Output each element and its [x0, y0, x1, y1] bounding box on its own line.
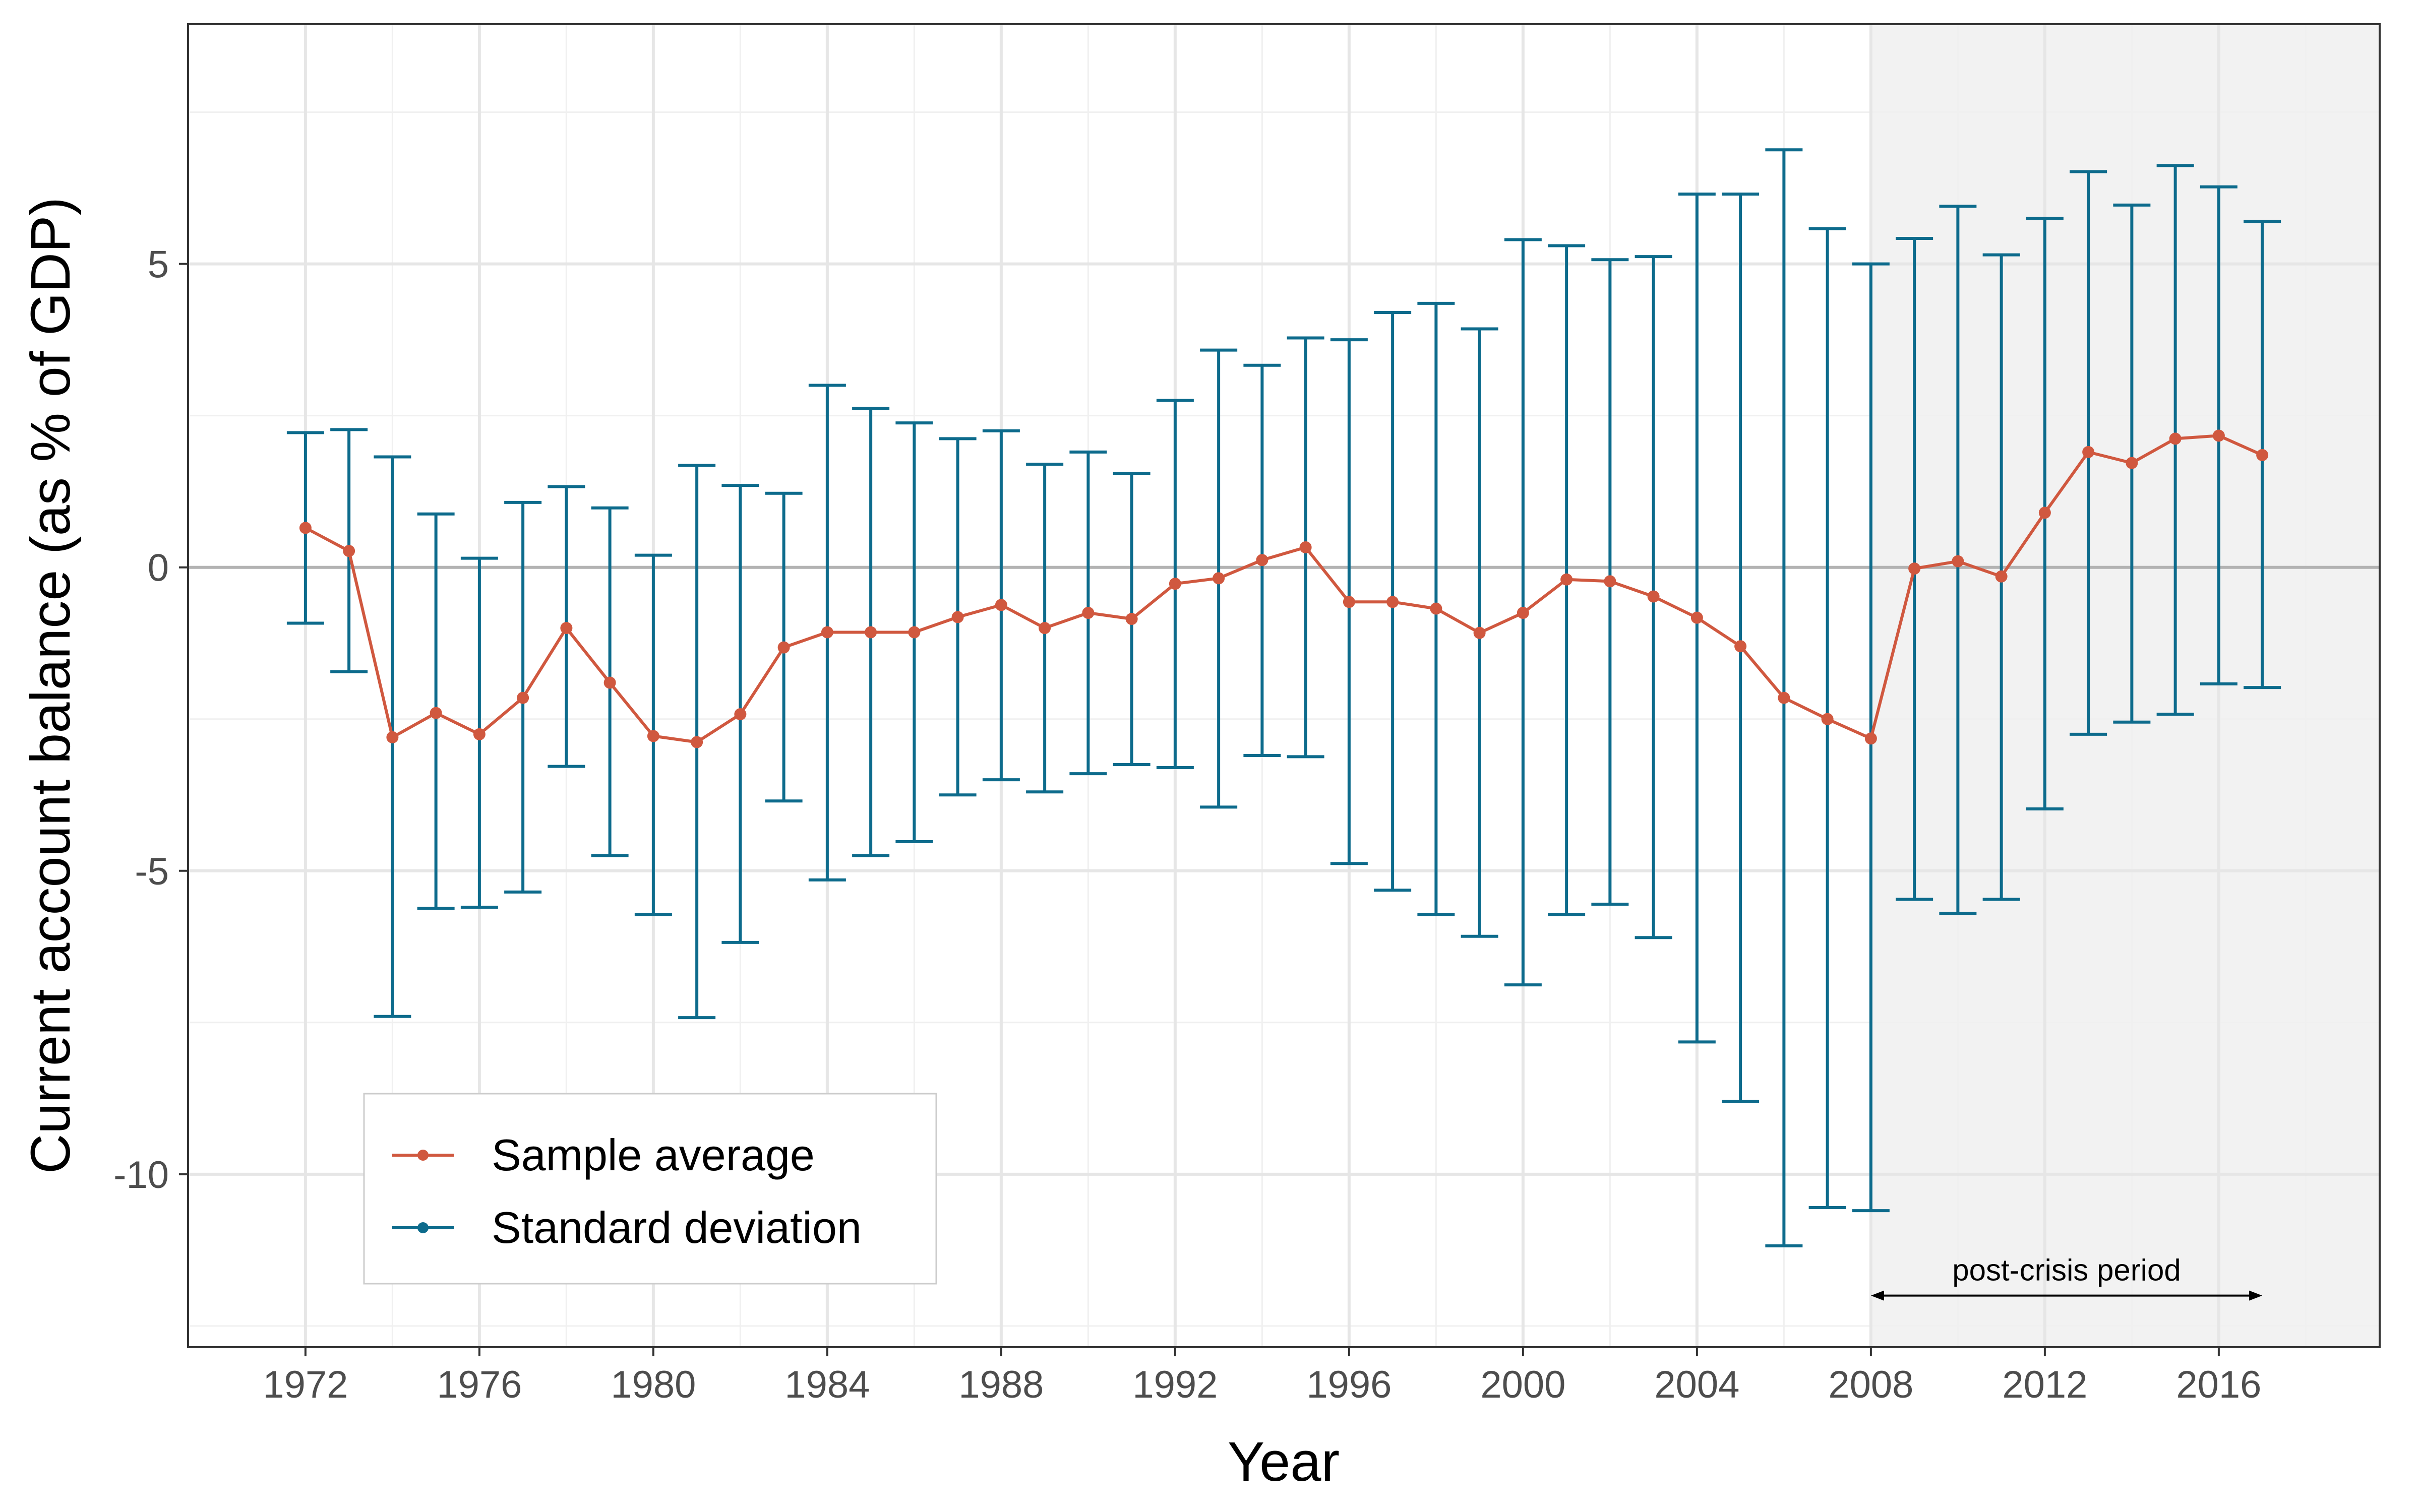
sample-average-point: [777, 641, 790, 654]
sample-average-point: [1125, 613, 1138, 625]
post-crisis-arrow-head-right: [2249, 1290, 2263, 1301]
x-tick-label: 1992: [1132, 1363, 1218, 1406]
legend: Sample average Standard deviation: [363, 1093, 937, 1285]
x-tick-label: 1980: [611, 1363, 696, 1406]
sample-average-point: [2038, 507, 2051, 519]
legend-box: [363, 1093, 937, 1285]
sample-average-point: [1082, 607, 1095, 619]
sample-average-point: [2126, 457, 2138, 469]
post-crisis-arrow-head-left: [1870, 1290, 1884, 1301]
sample-average-point: [1734, 640, 1747, 653]
sample-average-point: [603, 676, 616, 689]
legend-label-sample-average: Sample average: [492, 1130, 815, 1180]
x-tick-label: 2000: [1480, 1363, 1565, 1406]
sample-average-point: [1039, 622, 1051, 635]
sample-average-point: [951, 611, 964, 623]
x-tick-label: 2012: [2002, 1363, 2087, 1406]
x-tick-label: 1972: [263, 1363, 348, 1406]
sample-average-point: [1560, 573, 1573, 586]
x-tick-label: 2016: [2176, 1363, 2261, 1406]
y-axis: -10 -5 0 5: [113, 243, 188, 1196]
x-axis: 1972 1976 1980 1984 1988 1992 1996 2000 2004 2008…: [263, 1347, 2261, 1406]
y-tick-label: -10: [113, 1154, 169, 1196]
legend-label-standard-deviation: Standard deviation: [492, 1203, 862, 1252]
sample-average-point: [908, 626, 921, 639]
sample-average-point: [386, 731, 399, 743]
sample-average-point: [1778, 691, 1790, 704]
x-axis-title: Year: [1228, 1431, 1340, 1493]
sample-average-point: [1908, 562, 1921, 575]
legend-key-point-sample-average: [417, 1150, 429, 1161]
sample-average-polyline: [305, 434, 2263, 744]
sample-average-point: [821, 626, 833, 639]
panel-border: [187, 23, 2381, 1348]
sample-average-point: [473, 728, 486, 740]
post-crisis-shade: [1870, 24, 2380, 1347]
x-tick-label: 1984: [784, 1363, 870, 1406]
legend-item-standard-deviation: Standard deviation: [392, 1203, 862, 1252]
y-tick-label: 5: [148, 243, 169, 286]
sample-average-point: [1213, 572, 1225, 585]
sample-average-point: [2082, 446, 2095, 458]
sample-average-point: [430, 707, 442, 719]
sample-average-point: [299, 522, 312, 534]
sample-average-point: [1604, 575, 1616, 588]
sample-average-point: [1430, 602, 1442, 615]
sample-average-point: [560, 622, 573, 635]
sample-average-point: [2169, 432, 2182, 445]
post-crisis-label: post-crisis period: [1952, 1253, 2181, 1287]
sample-average-point: [2212, 429, 2225, 442]
sample-average-point: [647, 730, 659, 742]
sample-average-point: [1343, 596, 1355, 608]
sample-average-point: [2256, 449, 2269, 461]
sample-average-point: [1386, 596, 1399, 608]
sample-average-point: [734, 708, 747, 721]
x-tick-label: 1988: [958, 1363, 1044, 1406]
sample-average-point: [517, 691, 529, 704]
sample-average-point: [1864, 732, 1877, 745]
sample-average-point: [865, 626, 877, 639]
x-tick-label: 2008: [1828, 1363, 1913, 1406]
legend-item-sample-average: Sample average: [392, 1130, 815, 1180]
y-tick-label: 0: [148, 547, 169, 590]
sample-average-point: [1647, 590, 1660, 603]
x-tick-label: 1976: [437, 1363, 522, 1406]
sample-average-point: [1690, 611, 1703, 624]
post-crisis-annotation: post-crisis period: [1870, 1253, 2263, 1301]
sample-average-point: [995, 599, 1007, 611]
sample-average-points: [299, 429, 2269, 748]
x-tick-label: 2004: [1654, 1363, 1739, 1406]
sample-average-point: [691, 736, 703, 748]
sample-average-line: [305, 434, 2263, 744]
sample-average-point: [1995, 570, 2008, 583]
sample-average-point: [1299, 541, 1312, 553]
x-tick-label: 1996: [1306, 1363, 1392, 1406]
sample-average-point: [1256, 554, 1268, 566]
sample-average-point: [1821, 713, 1834, 725]
sample-average-point: [1952, 555, 1964, 568]
y-axis-title: Current account balance (as % of GDP): [20, 197, 82, 1174]
sample-average-point: [343, 545, 355, 557]
sample-average-point: [1473, 626, 1486, 639]
y-tick-label: -5: [135, 850, 169, 893]
sample-average-point: [1517, 607, 1529, 619]
sample-average-point: [1169, 578, 1181, 590]
legend-key-point-standard-deviation: [417, 1222, 429, 1233]
